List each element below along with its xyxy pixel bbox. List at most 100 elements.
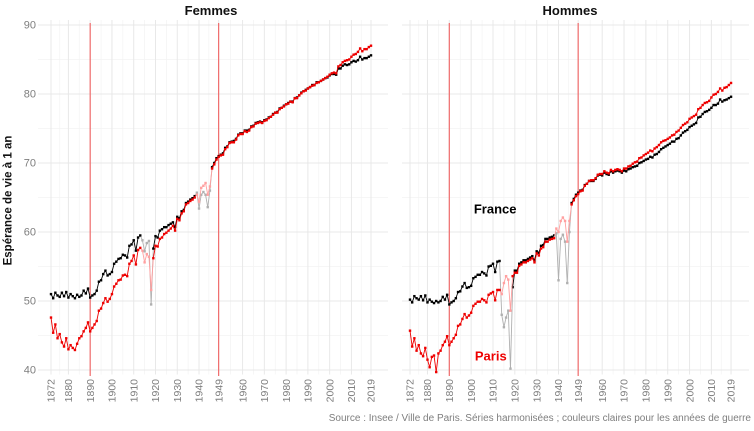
x-axis-labels: 1872 1880 1890 1900 1910 1920 1930 1940 1949 1960… [46, 379, 378, 403]
data-point [280, 106, 283, 109]
series-segment [144, 253, 148, 263]
data-point [522, 259, 525, 262]
data-point [58, 332, 61, 336]
data-point [237, 134, 240, 137]
data-point [184, 201, 188, 205]
data-point [633, 161, 637, 164]
data-point [173, 229, 177, 232]
data-point [729, 81, 733, 85]
data-point [165, 231, 168, 234]
data-point [152, 247, 155, 250]
data-point [128, 244, 131, 247]
data-point [282, 105, 286, 108]
data-point [478, 273, 482, 276]
data-point [635, 160, 639, 163]
data-point [106, 300, 109, 303]
data-point [358, 55, 362, 58]
data-point [443, 340, 447, 343]
data-point [681, 123, 685, 127]
data-point [456, 290, 460, 294]
x-tick-label: 1980 [641, 379, 653, 403]
data-point [343, 59, 347, 63]
data-point [450, 301, 453, 304]
data-point [550, 235, 554, 239]
data-point [631, 165, 634, 169]
data-point [110, 270, 114, 274]
data-point [108, 272, 111, 276]
data-point [169, 222, 172, 225]
data-point [178, 219, 181, 222]
data-point [509, 309, 512, 312]
series-segment [507, 279, 511, 311]
data-point [71, 346, 74, 350]
data-point [633, 165, 637, 168]
data-point [319, 79, 323, 83]
data-point [625, 170, 628, 173]
data-point [566, 281, 569, 285]
data-point [421, 299, 425, 302]
y-axis-title: Espérance de vie à 1 an [2, 135, 15, 266]
data-point [646, 157, 650, 161]
data-point [432, 354, 436, 357]
series-segment [205, 194, 209, 208]
data-point [642, 154, 645, 157]
data-point [60, 341, 64, 344]
data-point [428, 298, 431, 301]
data-point [350, 61, 353, 64]
series-segment [568, 204, 573, 222]
data-point [117, 257, 120, 261]
series-segment [492, 291, 496, 301]
data-point [186, 200, 190, 203]
data-point [112, 262, 116, 265]
data-point [483, 272, 486, 275]
data-point [147, 239, 151, 243]
data-point [332, 72, 336, 76]
data-point [568, 219, 571, 223]
data-point [49, 316, 53, 319]
data-point [690, 116, 693, 119]
data-point [263, 119, 266, 123]
data-point [561, 233, 565, 236]
data-point [721, 100, 724, 103]
data-point [104, 269, 107, 272]
data-point [465, 316, 468, 319]
data-point [472, 277, 475, 280]
data-point [476, 300, 479, 303]
data-point [204, 181, 207, 185]
data-point [496, 288, 499, 292]
data-point [128, 262, 131, 265]
data-point [493, 299, 497, 302]
data-point [134, 249, 138, 252]
series-segment [65, 338, 69, 350]
data-point [555, 227, 558, 230]
data-point [697, 116, 700, 119]
data-point [226, 145, 229, 149]
data-point [708, 108, 711, 112]
data-point [675, 137, 678, 141]
data-point [454, 333, 458, 337]
x-tick-label: 2010 [346, 379, 358, 403]
series-segment [429, 356, 433, 368]
data-point [123, 254, 127, 257]
data-point [417, 298, 420, 301]
x-tick-label: 2019 [726, 379, 738, 403]
data-point [655, 152, 658, 156]
series-segment [566, 220, 570, 242]
data-point [716, 90, 720, 94]
data-point [215, 158, 218, 161]
data-point [191, 196, 194, 200]
x-tick-label: 1920 [150, 379, 162, 403]
x-tick-label: 1890 [444, 379, 456, 403]
data-point [197, 207, 201, 210]
data-point [683, 130, 687, 133]
series-segment [59, 334, 63, 343]
data-point [345, 58, 349, 62]
series-segment [558, 238, 562, 281]
data-point [228, 141, 231, 145]
data-point [546, 237, 549, 241]
data-point [119, 257, 122, 260]
series-segment [135, 249, 139, 265]
data-point [472, 304, 475, 308]
data-point [95, 289, 98, 292]
data-point [82, 330, 85, 333]
